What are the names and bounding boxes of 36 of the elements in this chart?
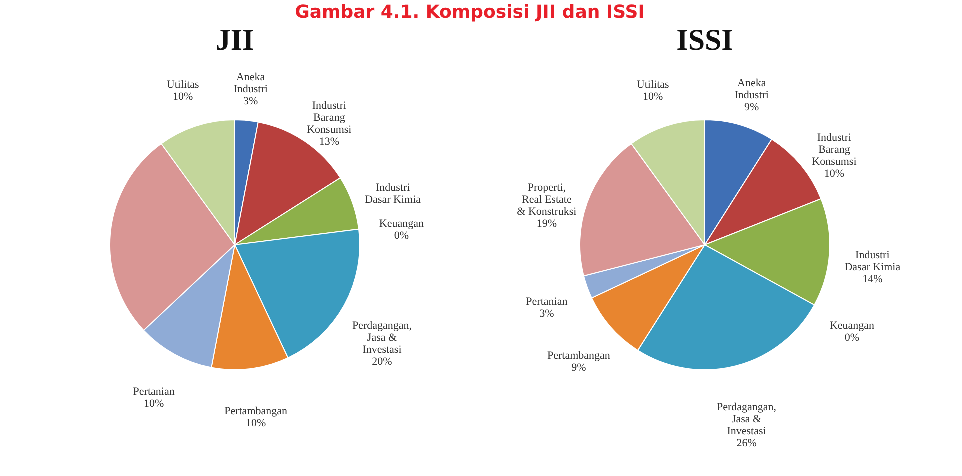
slice-label: Pertambangan bbox=[548, 350, 611, 362]
chart-title: ISSI bbox=[676, 24, 734, 57]
data-label: 10% bbox=[173, 91, 194, 104]
text: 0% bbox=[844, 332, 860, 344]
slice-label: Properti, Real Estate & Konstruksi bbox=[517, 182, 577, 218]
slice-label: Aneka Industri bbox=[734, 78, 769, 102]
data-label: 3% bbox=[243, 96, 258, 108]
slice-label: Industri Barang Konsumsi bbox=[812, 132, 857, 168]
data-label: 20% bbox=[372, 356, 392, 368]
data-label: 14% bbox=[862, 274, 883, 286]
slice-label: Perdagangan, Jasa & Investasi bbox=[717, 402, 777, 438]
data-label: 9% bbox=[572, 362, 586, 374]
data-label: 10% bbox=[824, 168, 845, 180]
slice-label: Pertanian bbox=[526, 296, 568, 308]
data-label: 3% bbox=[540, 308, 554, 320]
slice-label: Industri Dasar Kimia bbox=[365, 182, 422, 206]
chart-title: JII bbox=[216, 24, 254, 57]
data-label: 19% bbox=[536, 218, 558, 230]
data-label: 10% bbox=[144, 398, 164, 410]
data-label: 26% bbox=[736, 438, 757, 450]
data-label: 10% bbox=[246, 418, 266, 430]
text: 0% bbox=[394, 230, 410, 242]
slice-label: Aneka Industri bbox=[234, 72, 268, 96]
slice-label: Utilitas bbox=[166, 79, 200, 92]
slice-label: Industri Barang Konsumsi bbox=[307, 100, 352, 136]
slice-label: Pertambangan bbox=[224, 406, 288, 418]
slice-label: Industri Dasar Kimia bbox=[844, 250, 901, 274]
category-label: Keuangan bbox=[379, 218, 424, 230]
category-label: Keuangan bbox=[830, 320, 875, 332]
slice-label: Perdagangan, Jasa & Investasi bbox=[352, 320, 412, 356]
data-label: 10% bbox=[643, 91, 664, 104]
slice-label: Pertanian bbox=[133, 386, 176, 398]
data-label: 13% bbox=[319, 136, 340, 148]
text: Gambar 4.1. Komposisi JII dan ISSI bbox=[295, 2, 645, 23]
slice-label: Utilitas bbox=[636, 79, 670, 92]
data-label: 9% bbox=[744, 102, 760, 114]
